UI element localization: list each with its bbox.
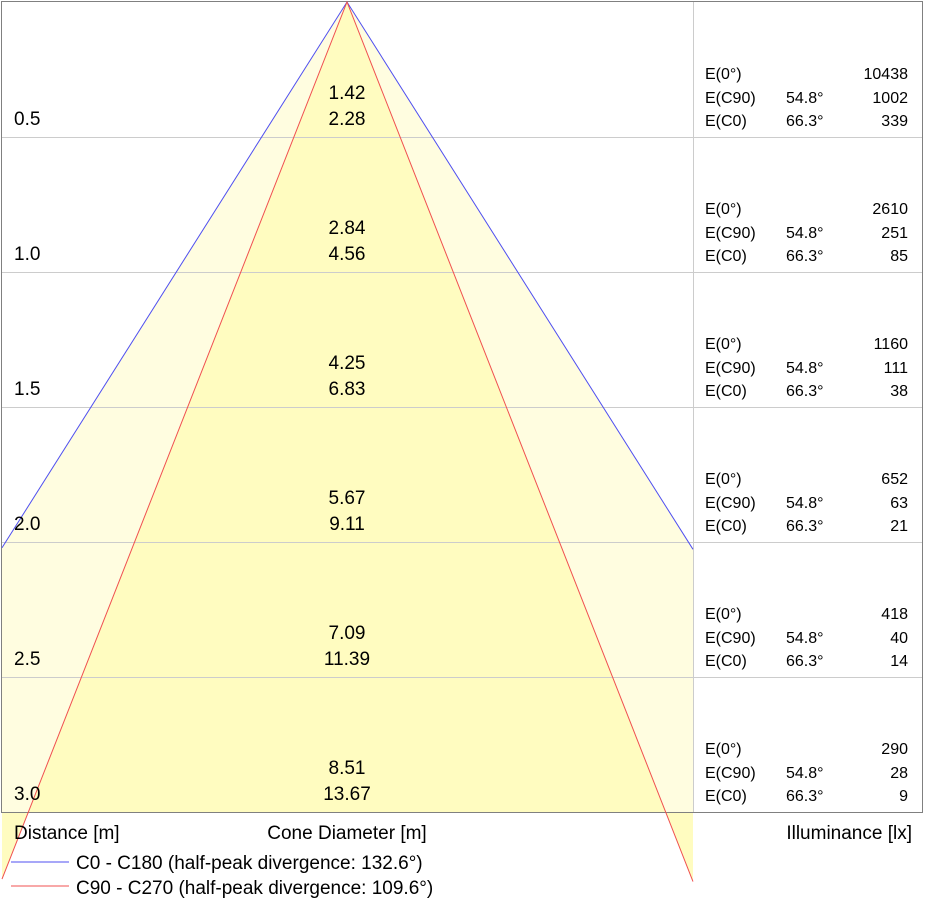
cone-fills bbox=[2, 2, 693, 882]
label-ec0: E(C0) bbox=[705, 383, 747, 400]
value-ec0: 85 bbox=[890, 248, 908, 265]
value-ec90: 63 bbox=[890, 495, 908, 512]
cone-diameter-1: 8.51 bbox=[329, 758, 366, 779]
label-ec90: E(C90) bbox=[705, 225, 756, 242]
distance-value: 1.0 bbox=[14, 244, 40, 265]
value-ec90: 1002 bbox=[872, 90, 908, 107]
label-ec90: E(C90) bbox=[705, 630, 756, 647]
value-e0: 418 bbox=[881, 606, 908, 623]
angle-ec0: 66.3° bbox=[786, 518, 824, 535]
legend-label-c90: C90 - C270 (half-peak divergence: 109.6°… bbox=[76, 878, 433, 899]
x-axis-label: Distance [m] bbox=[14, 823, 120, 844]
value-ec90: 251 bbox=[881, 225, 908, 242]
angle-ec0: 66.3° bbox=[786, 383, 824, 400]
cone-diameter-1: 5.67 bbox=[329, 488, 366, 509]
distance-value: 2.5 bbox=[14, 649, 40, 670]
row-labels: 0.5 1.42 2.28 E(0°) 10438 E(C90) 54.8° 1002 E(C0… bbox=[14, 66, 908, 805]
cone-diameter-2: 6.83 bbox=[329, 379, 366, 400]
cone-diameter-2: 2.28 bbox=[329, 109, 366, 130]
distance-value: 0.5 bbox=[14, 109, 40, 130]
value-e0: 1160 bbox=[874, 336, 909, 353]
angle-ec0: 66.3° bbox=[786, 653, 824, 670]
label-e0: E(0°) bbox=[705, 66, 742, 83]
label-e0: E(0°) bbox=[705, 606, 742, 623]
legend-label-c0: C0 - C180 (half-peak divergence: 132.6°) bbox=[76, 853, 423, 874]
label-ec0: E(C0) bbox=[705, 518, 747, 535]
beam-line-c90 bbox=[1, 0, 694, 882]
label-ec90: E(C90) bbox=[705, 765, 756, 782]
value-ec90: 40 bbox=[890, 630, 908, 647]
label-ec90: E(C90) bbox=[705, 360, 756, 377]
value-ec0: 339 bbox=[881, 113, 908, 130]
distance-value: 2.0 bbox=[14, 514, 40, 535]
value-ec90: 111 bbox=[884, 360, 908, 377]
label-ec0: E(C0) bbox=[705, 788, 747, 805]
label-e0: E(0°) bbox=[705, 336, 742, 353]
cone-fill-inner bbox=[2, 2, 693, 882]
distance-value: 1.5 bbox=[14, 379, 40, 400]
label-e0: E(0°) bbox=[705, 201, 742, 218]
label-ec0: E(C0) bbox=[705, 248, 747, 265]
cone-diameter-2: 9.11 bbox=[329, 514, 365, 535]
value-ec0: 9 bbox=[899, 788, 908, 805]
cone-diameter-2: 11.39 bbox=[324, 649, 370, 670]
angle-ec0: 66.3° bbox=[786, 248, 824, 265]
cone-diameter-1: 2.84 bbox=[329, 218, 366, 239]
grid-lines bbox=[1, 1, 923, 813]
value-e0: 290 bbox=[881, 741, 908, 758]
cone-diameter-2: 4.56 bbox=[329, 244, 366, 265]
value-ec90: 28 bbox=[890, 765, 908, 782]
value-ec0: 38 bbox=[890, 383, 908, 400]
label-e0: E(0°) bbox=[705, 471, 742, 488]
value-e0: 652 bbox=[881, 471, 908, 488]
angle-ec90: 54.8° bbox=[786, 495, 824, 512]
value-ec0: 21 bbox=[890, 518, 908, 535]
value-e0: 10438 bbox=[864, 66, 909, 83]
beam-lines bbox=[1, 0, 694, 882]
angle-ec90: 54.8° bbox=[786, 225, 824, 242]
angle-ec90: 54.8° bbox=[786, 630, 824, 647]
legend: C0 - C180 (half-peak divergence: 132.6°)… bbox=[11, 853, 433, 899]
angle-ec90: 54.8° bbox=[786, 360, 824, 377]
angle-ec0: 66.3° bbox=[786, 788, 824, 805]
angle-ec90: 54.8° bbox=[786, 765, 824, 782]
label-ec0: E(C0) bbox=[705, 653, 747, 670]
cone-diameter-2: 13.67 bbox=[323, 784, 371, 805]
distance-value: 3.0 bbox=[14, 784, 40, 805]
label-ec90: E(C90) bbox=[705, 495, 756, 512]
value-ec0: 14 bbox=[890, 653, 908, 670]
label-ec90: E(C90) bbox=[705, 90, 756, 107]
angle-ec90: 54.8° bbox=[786, 90, 824, 107]
value-e0: 2610 bbox=[872, 201, 908, 218]
label-ec0: E(C0) bbox=[705, 113, 747, 130]
illuminance-label: Illuminance [lx] bbox=[786, 823, 912, 844]
cone-diameter-1: 7.09 bbox=[329, 623, 366, 644]
cone-diameter-label: Cone Diameter [m] bbox=[267, 823, 426, 844]
cone-diameter-1: 1.42 bbox=[329, 83, 366, 104]
chart-frame bbox=[1, 1, 923, 813]
label-e0: E(0°) bbox=[705, 741, 742, 758]
cone-diameter-1: 4.25 bbox=[329, 353, 366, 374]
angle-ec0: 66.3° bbox=[786, 113, 824, 130]
